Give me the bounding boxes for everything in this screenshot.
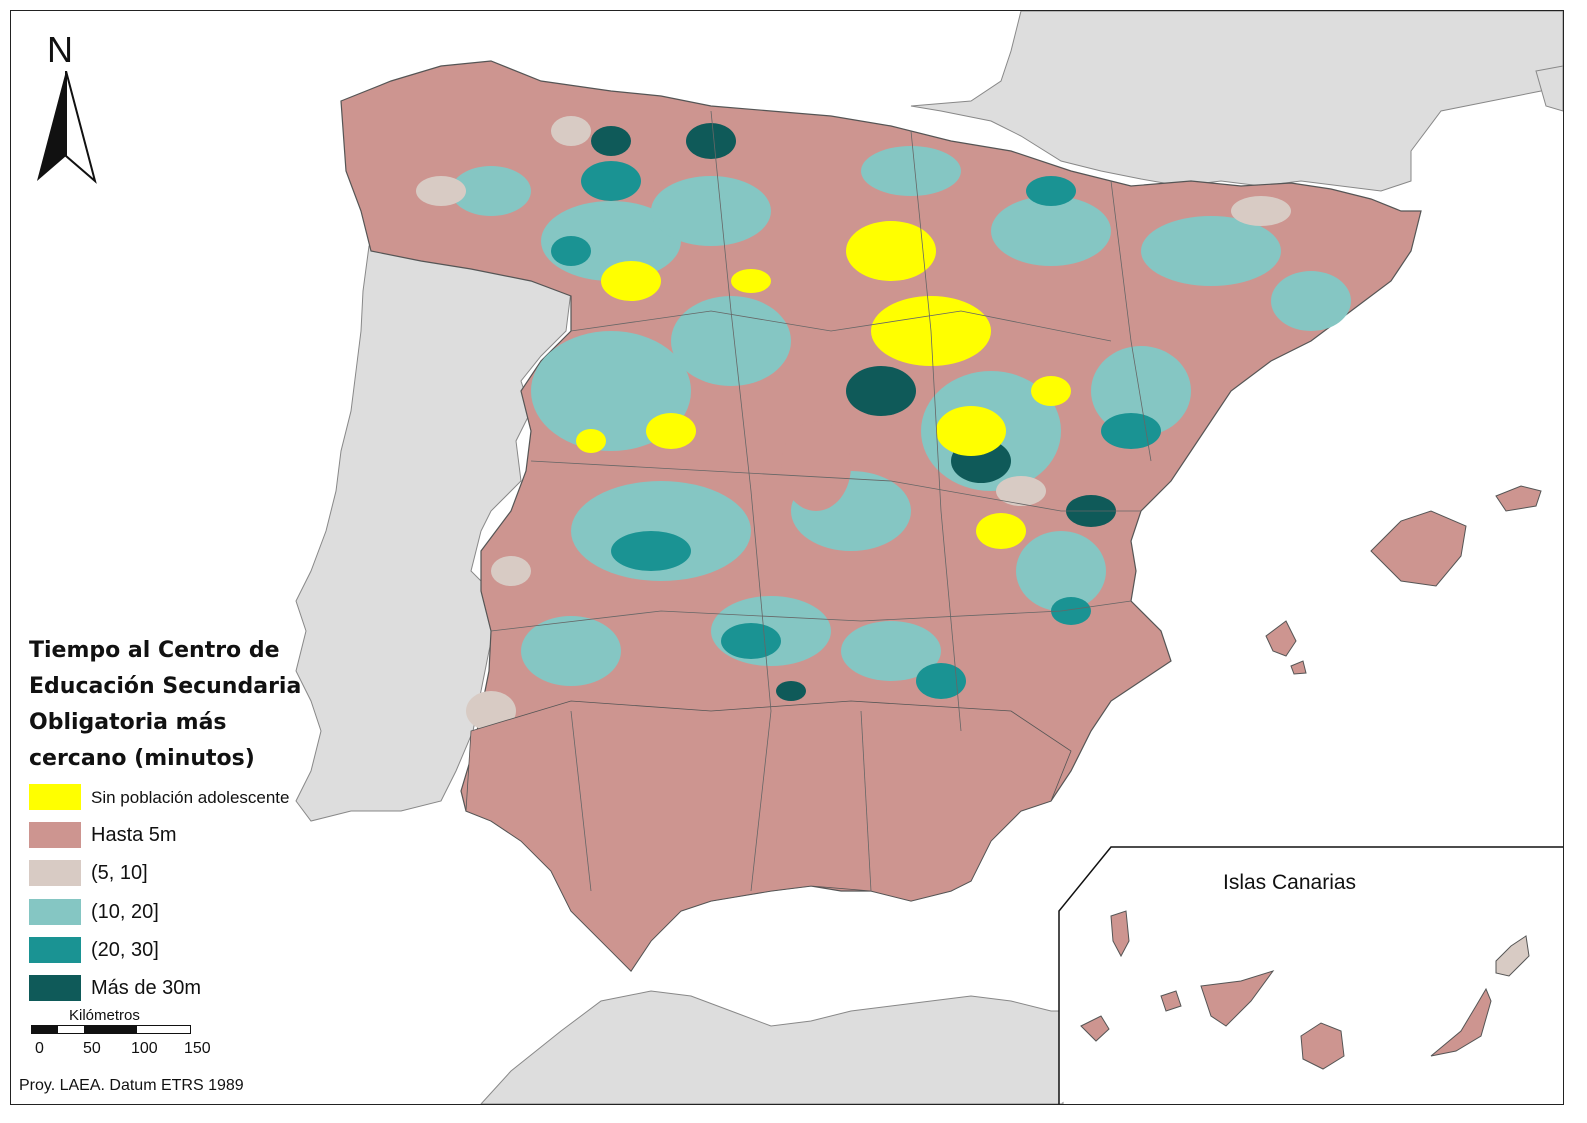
legend-title-line: Educación Secundaria [29, 674, 302, 699]
legend-label: (5, 10] [91, 862, 148, 884]
scale-segment [84, 1026, 137, 1033]
projection-note: Proy. LAEA. Datum ETRS 1989 [19, 1077, 244, 1094]
legend-title-line: Tiempo al Centro de [29, 638, 280, 663]
south-region [465, 700, 1072, 972]
mallorca [1370, 510, 1467, 587]
scale-tick: 0 [35, 1040, 44, 1057]
scale-bar-graphic [31, 1025, 191, 1034]
scale-bar: Kilómetros 0 50 100 150 [21, 1007, 221, 1077]
scale-segment [58, 1026, 84, 1033]
tier-20-30-regions [551, 161, 1161, 699]
menorca [1495, 485, 1542, 512]
legend-swatch [29, 822, 81, 848]
legend-title-line: cercano (minutos) [29, 746, 255, 771]
scale-title: Kilómetros [69, 1007, 140, 1024]
legend-title: Tiempo al Centro de Educación Secundaria… [29, 633, 329, 777]
legend-label: (20, 30] [91, 939, 159, 961]
fuerteventura [1430, 987, 1492, 1057]
inset-label: Islas Canarias [1223, 871, 1357, 894]
scale-tick: 150 [184, 1040, 211, 1057]
legend-swatch [29, 975, 81, 1001]
canarias-inset-box [1058, 846, 1563, 1104]
france-landmass [910, 11, 1563, 192]
legend-title-line: Obligatoria más [29, 710, 227, 735]
corsica-landmass [1535, 65, 1563, 112]
madrid-area [781, 421, 851, 511]
legend-swatch [29, 860, 81, 886]
scale-tick: 100 [131, 1040, 158, 1057]
scale-segment [32, 1026, 58, 1033]
legend-swatch [29, 784, 81, 810]
north-arrow-icon [37, 71, 97, 184]
north-letter: N [47, 29, 73, 70]
africa-landmass [480, 990, 1064, 1104]
ibiza [1265, 620, 1297, 657]
legend-label: (10, 20] [91, 901, 159, 923]
legend-label: Hasta 5m [91, 824, 177, 846]
la-palma [1110, 910, 1130, 958]
scale-segment [137, 1026, 190, 1033]
el-hierro [1080, 1015, 1110, 1042]
map-frame: N Tiempo al Centro de Educación Secundar… [10, 10, 1564, 1105]
north-arrow: N [35, 29, 97, 189]
la-gomera [1160, 990, 1182, 1012]
legend-label: Más de 30m [91, 977, 202, 999]
lanzarote [1495, 935, 1530, 977]
portugal-landmass [295, 245, 572, 822]
map-canvas [295, 11, 1563, 1104]
province-borders [490, 110, 1152, 892]
tenerife [1200, 970, 1275, 1027]
gran-canaria [1300, 1022, 1345, 1070]
legend-label: Sin población adolescente [91, 788, 290, 807]
legend-swatch [29, 899, 81, 925]
formentera [1290, 660, 1307, 675]
scale-tick: 50 [83, 1040, 101, 1057]
legend-swatch [29, 937, 81, 963]
